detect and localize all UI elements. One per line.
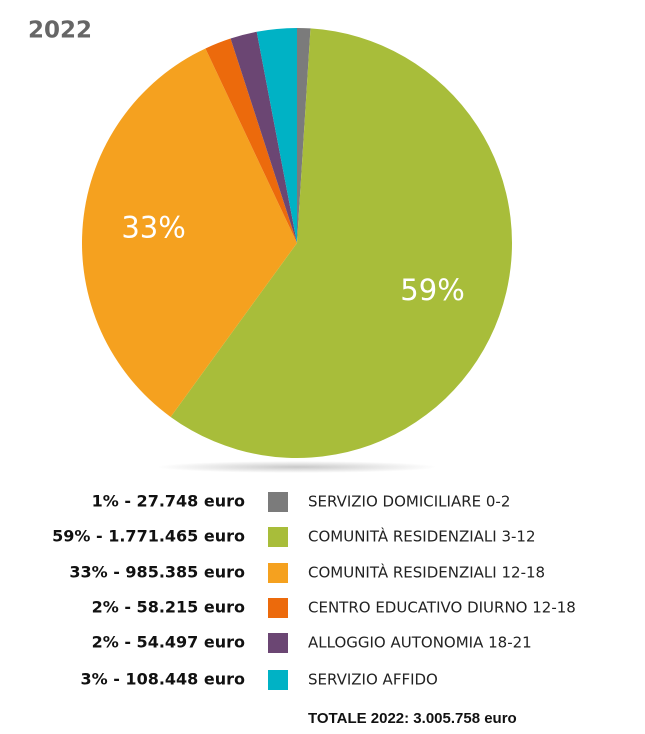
legend-label: SERVIZIO AFFIDO [308, 671, 438, 689]
chart-title: 2022 [28, 18, 92, 44]
legend-amount: 3% - 108.448 euro [80, 670, 245, 689]
legend-label: COMUNITÀ RESIDENZIALI 12-18 [308, 563, 545, 582]
total: TOTALE 2022: 3.005.758 euro [308, 710, 517, 727]
legend-amount: 59% - 1.771.465 euro [52, 527, 245, 546]
legend-amount: 1% - 27.748 euro [92, 492, 245, 511]
legend-swatch [268, 670, 288, 690]
legend-amount: 2% - 54.497 euro [92, 633, 245, 652]
legend-label: COMUNITÀ RESIDENZIALI 3-12 [308, 527, 536, 546]
pie-shadow [157, 461, 437, 473]
legend-amount: 33% - 985.385 euro [69, 563, 245, 582]
pie-slice [230, 31, 297, 243]
legend-swatch [268, 598, 288, 618]
pie-slice [297, 28, 311, 243]
pie-slice [205, 38, 297, 243]
legend-swatch [268, 492, 288, 512]
legend-swatch [268, 563, 288, 583]
slice-label: 59% [400, 273, 464, 307]
legend-swatch [268, 527, 288, 547]
legend-label: ALLOGGIO AUTONOMIA 18-21 [308, 634, 532, 652]
slice-label: 33% [121, 210, 185, 244]
legend-swatch [268, 633, 288, 653]
legend-label: CENTRO EDUCATIVO DIURNO 12-18 [308, 599, 576, 617]
pie-slice [170, 28, 513, 458]
pie-slice [256, 28, 297, 243]
pie-slice [81, 48, 297, 417]
legend-amount: 2% - 58.215 euro [92, 598, 245, 617]
legend-label: SERVIZIO DOMICILIARE 0-2 [308, 493, 510, 511]
